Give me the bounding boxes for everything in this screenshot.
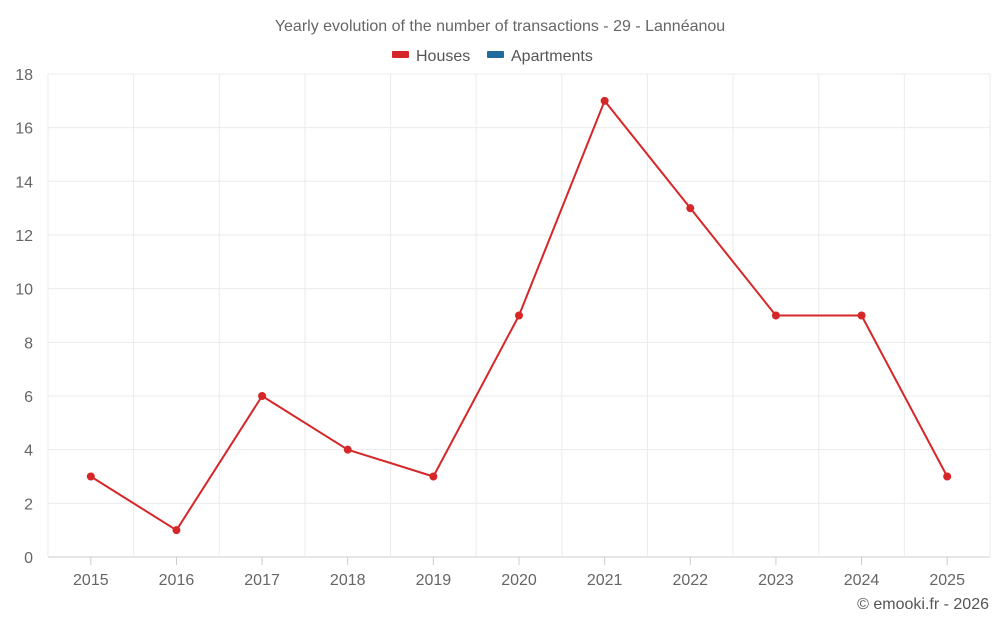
- data-point-houses[interactable]: [172, 526, 181, 535]
- y-tick-label: 8: [24, 335, 33, 352]
- credit-text: © emooki.fr - 2026: [857, 596, 989, 613]
- series-houses: [86, 96, 952, 535]
- legend-swatch-houses: [392, 51, 409, 58]
- y-tick-label: 14: [15, 174, 33, 191]
- y-tick-label: 6: [24, 389, 33, 406]
- legend-label-apartments: Apartments: [511, 48, 593, 65]
- x-tick-label: 2018: [330, 572, 366, 589]
- y-tick-label: 12: [15, 228, 33, 245]
- y-tick-label: 2: [24, 496, 33, 513]
- data-point-houses[interactable]: [943, 472, 952, 481]
- data-point-houses[interactable]: [686, 204, 695, 213]
- x-tick-label: 2015: [73, 572, 109, 589]
- x-tick-label: 2020: [501, 572, 537, 589]
- legend-item-houses[interactable]: Houses: [392, 48, 470, 65]
- y-tick-label: 0: [24, 550, 33, 567]
- x-tick-label: 2016: [159, 572, 195, 589]
- data-point-houses[interactable]: [771, 311, 780, 320]
- data-point-houses[interactable]: [515, 311, 523, 320]
- y-tick-label: 4: [24, 443, 33, 460]
- grid: [47, 73, 991, 558]
- x-tick-label: 2022: [672, 572, 708, 589]
- data-point-houses[interactable]: [600, 96, 609, 105]
- y-tick-label: 16: [15, 121, 33, 138]
- data-point-houses[interactable]: [258, 392, 267, 400]
- y-axis-ticks: 0 2 4 6 8 10 12 14 16 18: [15, 67, 33, 567]
- x-tick-label: 2017: [244, 572, 280, 589]
- legend-label-houses: Houses: [416, 48, 470, 65]
- y-tick-label: 18: [15, 67, 33, 84]
- data-point-houses[interactable]: [343, 445, 352, 454]
- legend-item-apartments[interactable]: Apartments: [487, 48, 593, 65]
- x-tick-label: 2025: [929, 572, 965, 589]
- x-tick-label: 2021: [587, 572, 623, 589]
- legend: Houses Apartments: [392, 48, 593, 65]
- x-axis-ticks: 2015 2016 2017 2018 2019 2020 2021 2022 2023 2024…: [73, 557, 965, 589]
- y-tick-label: 10: [15, 282, 33, 299]
- legend-swatch-apartments: [487, 51, 504, 58]
- data-point-houses[interactable]: [429, 472, 438, 481]
- data-point-houses[interactable]: [86, 472, 95, 481]
- x-tick-label: 2023: [758, 572, 794, 589]
- data-point-houses[interactable]: [857, 311, 866, 320]
- chart-title: Yearly evolution of the number of transa…: [275, 18, 725, 35]
- x-tick-label: 2024: [844, 572, 880, 589]
- x-tick-label: 2019: [416, 572, 452, 589]
